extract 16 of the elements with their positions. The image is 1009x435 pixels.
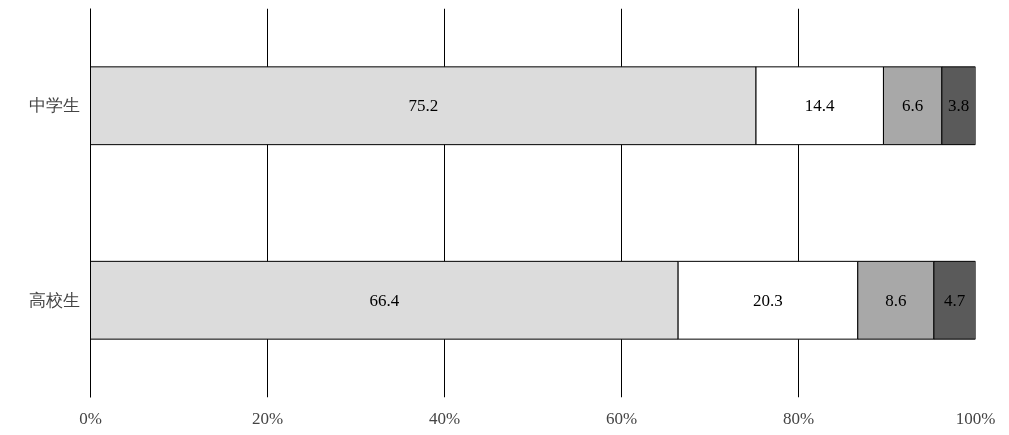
data-label: 6.6 [902, 96, 924, 116]
data-label: 20.3 [753, 290, 783, 310]
data-label: 8.6 [885, 290, 907, 310]
data-label: 75.2 [408, 96, 439, 116]
data-label: 14.4 [804, 96, 836, 116]
y-tick-label: 高校生 [28, 290, 80, 310]
x-tick-label: 100% [955, 408, 996, 428]
data-label: 66.4 [369, 290, 400, 310]
x-tick-label: 60% [605, 408, 638, 428]
data-label: 3.8 [948, 96, 970, 116]
y-tick-label: 中学生 [28, 96, 80, 116]
x-tick-label: 20% [251, 408, 284, 428]
x-tick-label: 40% [428, 408, 461, 428]
x-tick-label: 80% [782, 408, 815, 428]
data-label: 4.7 [944, 290, 966, 310]
x-tick-label: 0% [79, 408, 102, 428]
